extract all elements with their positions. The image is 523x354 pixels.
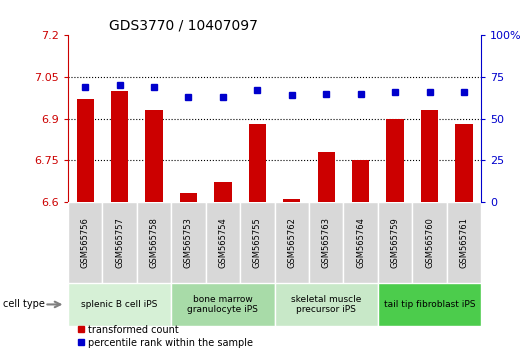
Bar bbox=[275, 283, 378, 326]
Bar bbox=[68, 202, 103, 283]
Bar bbox=[249, 124, 266, 202]
Text: GSM565755: GSM565755 bbox=[253, 217, 262, 268]
Text: GSM565764: GSM565764 bbox=[356, 217, 365, 268]
Bar bbox=[456, 124, 473, 202]
Text: GSM565761: GSM565761 bbox=[459, 217, 469, 268]
Bar bbox=[378, 202, 412, 283]
Text: GDS3770 / 10407097: GDS3770 / 10407097 bbox=[109, 19, 258, 33]
Bar bbox=[206, 202, 240, 283]
Bar bbox=[378, 283, 481, 326]
Bar bbox=[240, 202, 275, 283]
Text: GSM565763: GSM565763 bbox=[322, 217, 331, 268]
Bar bbox=[344, 202, 378, 283]
Bar bbox=[275, 202, 309, 283]
Bar bbox=[76, 99, 94, 202]
Text: cell type: cell type bbox=[3, 299, 44, 309]
Text: splenic B cell iPS: splenic B cell iPS bbox=[82, 300, 158, 309]
Bar bbox=[172, 202, 206, 283]
Bar bbox=[352, 160, 369, 202]
Bar bbox=[103, 202, 137, 283]
Text: GSM565760: GSM565760 bbox=[425, 217, 434, 268]
Bar bbox=[309, 202, 344, 283]
Bar bbox=[180, 193, 197, 202]
Bar bbox=[111, 91, 128, 202]
Bar bbox=[421, 110, 438, 202]
Bar bbox=[145, 110, 163, 202]
Text: GSM565756: GSM565756 bbox=[81, 217, 90, 268]
Bar bbox=[137, 202, 172, 283]
Bar bbox=[317, 152, 335, 202]
Bar bbox=[386, 119, 404, 202]
Bar bbox=[68, 283, 172, 326]
Bar bbox=[172, 283, 275, 326]
Bar bbox=[447, 202, 481, 283]
Text: GSM565758: GSM565758 bbox=[150, 217, 158, 268]
Text: GSM565759: GSM565759 bbox=[391, 217, 400, 268]
Text: GSM565753: GSM565753 bbox=[184, 217, 193, 268]
Legend: transformed count, percentile rank within the sample: transformed count, percentile rank withi… bbox=[73, 321, 257, 352]
Bar bbox=[412, 202, 447, 283]
Text: skeletal muscle
precursor iPS: skeletal muscle precursor iPS bbox=[291, 295, 361, 314]
Text: bone marrow
granulocyte iPS: bone marrow granulocyte iPS bbox=[187, 295, 258, 314]
Text: tail tip fibroblast iPS: tail tip fibroblast iPS bbox=[384, 300, 475, 309]
Text: GSM565757: GSM565757 bbox=[115, 217, 124, 268]
Bar bbox=[283, 199, 300, 202]
Bar bbox=[214, 182, 232, 202]
Text: GSM565762: GSM565762 bbox=[287, 217, 297, 268]
Text: GSM565754: GSM565754 bbox=[219, 217, 228, 268]
